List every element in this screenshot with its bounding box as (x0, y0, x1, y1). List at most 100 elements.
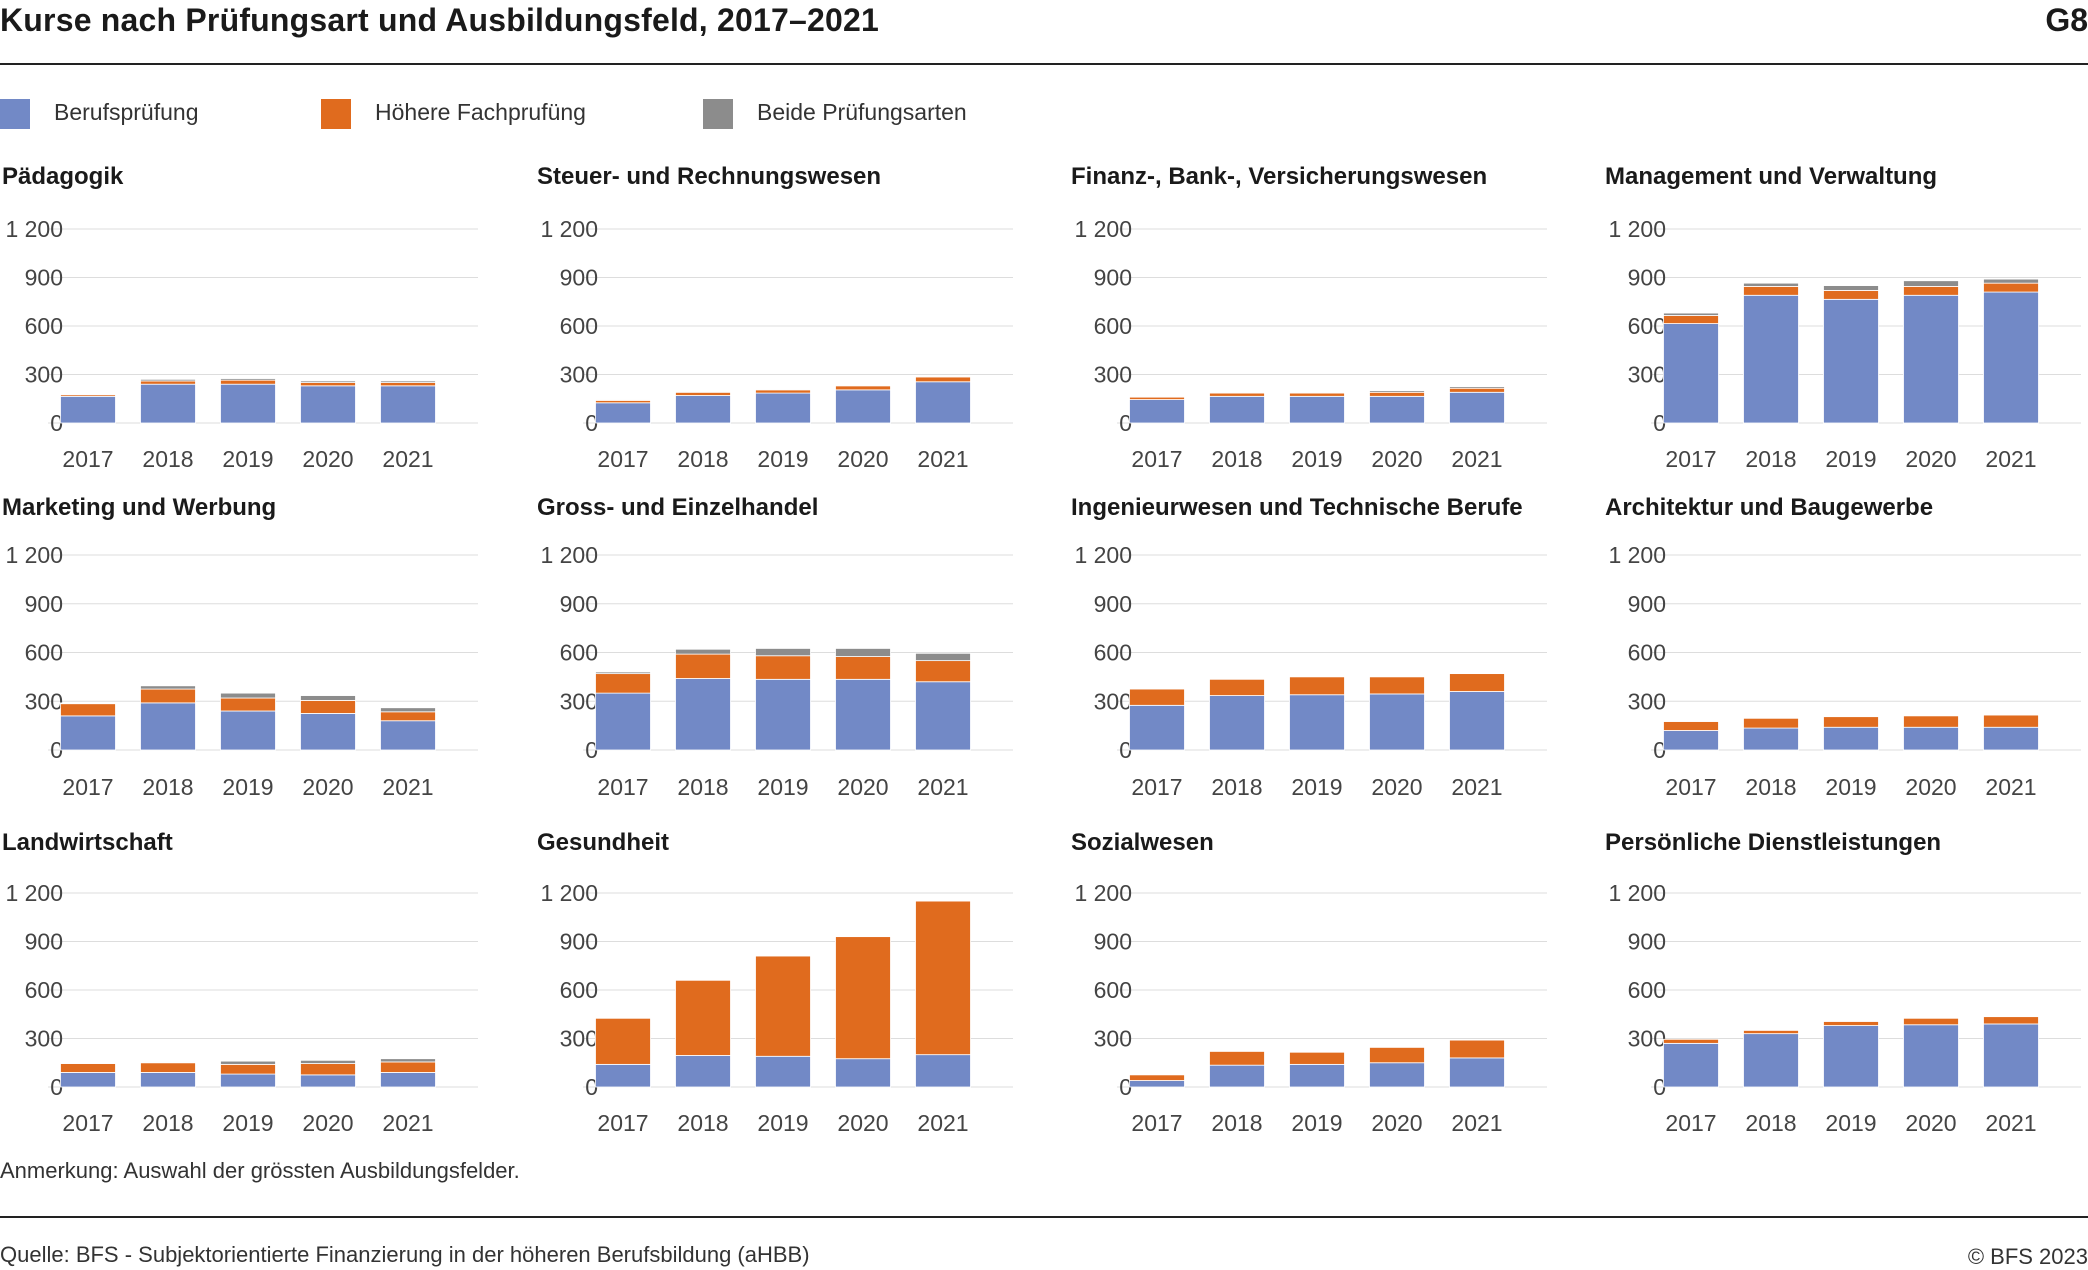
x-tick-label: 2019 (757, 774, 808, 800)
x-tick-label: 2018 (677, 1110, 728, 1136)
x-tick-label: 2018 (1745, 774, 1796, 800)
source-text: Quelle: BFS - Subjektorientierte Finanzi… (0, 1242, 810, 1267)
bar-segment (1449, 673, 1505, 692)
bar-segment (300, 695, 356, 701)
bar-segment (220, 378, 276, 381)
bar-segment (60, 1062, 116, 1064)
bar-segment (595, 692, 651, 751)
bar-segment (300, 1059, 356, 1064)
bar-segment (915, 381, 971, 424)
y-tick-label: 300 (1628, 362, 1666, 388)
panel-title: Gross- und Einzelhandel (537, 494, 818, 521)
x-tick-label: 2019 (757, 446, 808, 472)
bar-segment (835, 384, 891, 387)
y-tick-label: 0 (1653, 1074, 1666, 1100)
panel-title: Ingenieurwesen und Technische Berufe (1071, 494, 1523, 521)
y-tick-label: 300 (560, 688, 598, 714)
y-tick-label: 0 (585, 1074, 598, 1100)
y-tick-label: 1 200 (5, 542, 63, 568)
bar-segment (60, 715, 116, 751)
bar-segment (60, 395, 116, 424)
copyright-text: © BFS 2023 (1967, 1244, 2088, 1269)
bar-segment (1449, 386, 1505, 389)
x-tick-label: 2017 (597, 1110, 648, 1136)
y-tick-label: 0 (50, 410, 63, 436)
bar-segment (380, 1061, 436, 1073)
panel-title: Finanz-, Bank-, Versicherungswesen (1071, 163, 1487, 190)
bar-segment (1663, 315, 1719, 324)
y-tick-label: 900 (560, 591, 598, 617)
bar-segment (380, 382, 436, 387)
x-tick-label: 2020 (1905, 446, 1956, 472)
panel-title: Sozialwesen (1071, 829, 1214, 856)
x-tick-label: 2018 (1211, 774, 1262, 800)
bar-segment (675, 391, 731, 393)
bar-segment (1823, 285, 1879, 291)
x-tick-label: 2019 (1825, 446, 1876, 472)
bar-segment (300, 1063, 356, 1076)
bar-segment (220, 692, 276, 699)
y-tick-label: 0 (1653, 410, 1666, 436)
x-tick-label: 2018 (677, 446, 728, 472)
y-tick-label: 1 200 (1074, 542, 1132, 568)
x-tick-label: 2019 (1291, 446, 1342, 472)
bar-segment (595, 673, 651, 694)
bar-segment (1903, 294, 1959, 424)
bar-segment (1369, 693, 1425, 751)
x-tick-label: 2019 (1291, 1110, 1342, 1136)
bar-segment (1823, 716, 1879, 728)
bar-segment (380, 707, 436, 713)
y-tick-label: 900 (1094, 929, 1132, 955)
bar-segment (1289, 392, 1345, 397)
bar-segment (1369, 676, 1425, 695)
panel-title: Gesundheit (537, 829, 669, 856)
panel-title: Pädagogik (2, 163, 124, 190)
y-tick-label: 600 (25, 977, 63, 1003)
bar-segment (755, 648, 811, 657)
x-tick-label: 2017 (597, 446, 648, 472)
bar-segment (1983, 278, 2039, 284)
bar-segment (1903, 726, 1959, 751)
bar-segment (1209, 1051, 1265, 1066)
bar-segment (140, 1072, 196, 1088)
y-tick-label: 300 (25, 688, 63, 714)
x-tick-label: 2021 (1451, 1110, 1502, 1136)
x-tick-label: 2018 (142, 1110, 193, 1136)
x-tick-label: 2020 (302, 774, 353, 800)
y-tick-label: 900 (1094, 591, 1132, 617)
bar-segment (1743, 717, 1799, 729)
legend-label: Berufsprüfung (54, 99, 199, 125)
x-tick-label: 2019 (757, 1110, 808, 1136)
bar-segment (915, 900, 971, 1056)
y-tick-label: 600 (1094, 313, 1132, 339)
y-tick-label: 600 (560, 640, 598, 666)
bar-segment (755, 655, 811, 680)
x-tick-label: 2017 (1665, 1110, 1716, 1136)
bar-segment (1369, 1062, 1425, 1088)
y-tick-label: 0 (50, 737, 63, 763)
bar-segment (1369, 1046, 1425, 1064)
y-tick-label: 900 (25, 929, 63, 955)
y-tick-label: 900 (1628, 591, 1666, 617)
x-tick-label: 2021 (917, 1110, 968, 1136)
x-tick-label: 2020 (1905, 1110, 1956, 1136)
bar-segment (915, 681, 971, 751)
y-tick-label: 900 (1628, 929, 1666, 955)
bar-segment (755, 388, 811, 391)
y-tick-label: 900 (25, 591, 63, 617)
bar-segment (1903, 280, 1959, 287)
bar-segment (1289, 391, 1345, 394)
x-tick-label: 2018 (1745, 446, 1796, 472)
x-tick-label: 2017 (1131, 1110, 1182, 1136)
y-tick-label: 1 200 (540, 216, 598, 242)
x-tick-label: 2017 (62, 446, 113, 472)
x-tick-label: 2019 (222, 1110, 273, 1136)
bar-segment (1823, 1025, 1879, 1088)
y-tick-label: 600 (1094, 640, 1132, 666)
bar-segment (675, 391, 731, 396)
bar-segment (835, 389, 891, 424)
legend-swatch (321, 99, 351, 129)
bar-segment (1209, 395, 1265, 424)
x-tick-label: 2017 (1665, 446, 1716, 472)
x-tick-label: 2017 (597, 774, 648, 800)
